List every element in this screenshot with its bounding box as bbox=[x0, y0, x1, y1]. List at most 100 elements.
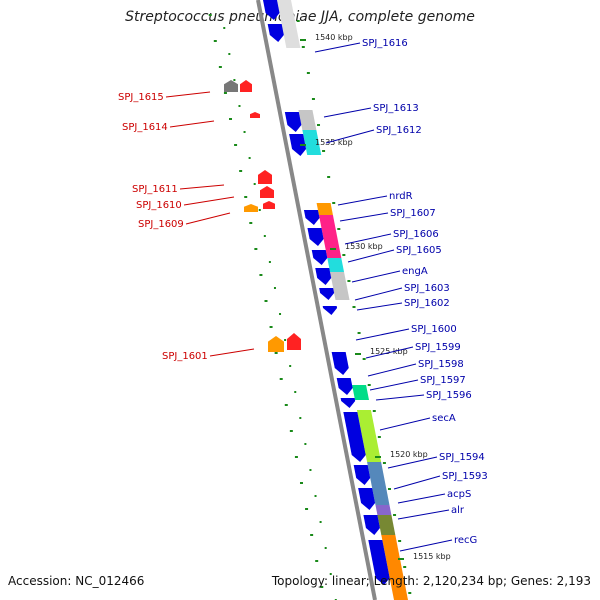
kbp-markers: 1540 kbp 1535 kbp 1530 kbp 1525 kbp 1520 kbp… bbox=[300, 33, 451, 561]
tick-mark bbox=[229, 118, 233, 120]
tick-mark bbox=[315, 560, 319, 562]
tick-mark bbox=[289, 365, 292, 367]
backbone-ticks bbox=[208, 14, 412, 600]
reverse-gene-arrow bbox=[331, 352, 349, 375]
gene-label-right: recG bbox=[454, 535, 477, 546]
gene-label-right: SPJ_1606 bbox=[393, 229, 439, 240]
forward-gene-arrow bbox=[263, 201, 275, 209]
tick-mark bbox=[279, 313, 282, 315]
gene-label-right: nrdR bbox=[389, 191, 413, 202]
kbp-marker-label: 1525 kbp bbox=[370, 347, 408, 356]
forward-gene-arrow bbox=[240, 80, 252, 92]
tick-mark bbox=[305, 508, 309, 510]
gene-label-left: SPJ_1601 bbox=[162, 351, 208, 362]
tick-mark bbox=[234, 144, 238, 146]
forward-gene-arrow bbox=[258, 170, 272, 184]
reverse-gene-arrow bbox=[319, 288, 335, 300]
forward-gene-arrow bbox=[260, 186, 274, 198]
gene-label-right: SPJ_1603 bbox=[404, 283, 450, 294]
label-leader bbox=[183, 196, 235, 206]
label-leader bbox=[387, 456, 438, 469]
tick-mark bbox=[301, 46, 305, 48]
kbp-tick bbox=[330, 248, 336, 250]
reverse-gene-arrow bbox=[307, 228, 324, 246]
map-title: Streptococcus pneumoniae JJA, complete g… bbox=[125, 9, 475, 25]
category-band bbox=[330, 272, 350, 300]
reverse-gene-arrow bbox=[343, 412, 366, 462]
kbp-tick bbox=[355, 353, 361, 355]
gene-label-right: SPJ_1607 bbox=[390, 208, 436, 219]
label-leader bbox=[351, 270, 401, 283]
tick-mark bbox=[258, 209, 261, 211]
reverse-gene-arrow bbox=[289, 134, 307, 156]
tick-mark bbox=[284, 339, 287, 341]
label-leader bbox=[347, 249, 395, 263]
tick-mark bbox=[279, 378, 283, 380]
label-leader bbox=[356, 302, 403, 311]
tick-mark bbox=[244, 196, 248, 198]
label-leader bbox=[354, 287, 403, 301]
label-leader bbox=[367, 363, 417, 377]
category-band bbox=[377, 515, 396, 535]
reverse-gene-arrow bbox=[340, 398, 356, 408]
gene-label-left: SPJ_1611 bbox=[132, 184, 178, 195]
gene-label-right: SPJ_1596 bbox=[426, 390, 472, 401]
label-leader bbox=[337, 195, 388, 206]
gene-label-left: SPJ_1614 bbox=[122, 122, 168, 133]
tick-mark bbox=[243, 131, 246, 133]
reverse-gene-arrow bbox=[363, 515, 380, 535]
tick-mark bbox=[337, 228, 341, 230]
reverse-gene-arrow bbox=[358, 488, 376, 510]
kbp-tick bbox=[300, 39, 306, 41]
gene-label-right: SPJ_1597 bbox=[420, 375, 466, 386]
reverse-gene-arrow bbox=[267, 24, 284, 42]
forward-gene-arrow bbox=[287, 333, 301, 350]
tick-mark bbox=[327, 176, 331, 178]
tick-mark bbox=[269, 326, 273, 328]
label-leader bbox=[209, 348, 255, 357]
tick-mark bbox=[299, 482, 303, 484]
tick-mark bbox=[398, 540, 402, 542]
gene-label-right: SPJ_1593 bbox=[442, 471, 488, 482]
gene-label-right: engA bbox=[402, 266, 428, 277]
tick-mark bbox=[309, 469, 312, 471]
gene-label-right: SPJ_1599 bbox=[415, 342, 461, 353]
category-band bbox=[302, 130, 322, 155]
label-leader bbox=[375, 394, 425, 401]
gene-label-left: SPJ_1615 bbox=[118, 92, 164, 103]
gene-label-right: SPJ_1616 bbox=[362, 38, 408, 49]
category-band bbox=[298, 110, 317, 130]
kbp-tick bbox=[398, 558, 404, 560]
label-leader bbox=[185, 212, 231, 225]
forward-gene-arrow bbox=[250, 112, 260, 118]
tick-mark bbox=[311, 98, 315, 100]
tick-mark bbox=[259, 274, 263, 276]
gene-label-right: SPJ_1605 bbox=[396, 245, 442, 256]
tick-mark bbox=[306, 72, 310, 74]
tick-mark bbox=[296, 20, 300, 22]
category-band bbox=[375, 505, 392, 515]
genome-summary-text: Topology: linear; Length: 2,120,234 bp; … bbox=[271, 574, 591, 588]
kbp-marker-label: 1520 kbp bbox=[390, 450, 428, 459]
reverse-gene-arrow bbox=[315, 268, 332, 285]
gene-glyphs bbox=[224, 0, 390, 585]
kbp-tick bbox=[300, 144, 306, 146]
tick-mark bbox=[213, 40, 217, 42]
tick-mark bbox=[294, 456, 298, 458]
gene-label-right: SPJ_1602 bbox=[404, 298, 450, 309]
kbp-tick bbox=[375, 456, 381, 458]
tick-mark bbox=[347, 280, 351, 282]
tick-mark bbox=[372, 410, 376, 412]
gene-label-right: SPJ_1613 bbox=[373, 103, 419, 114]
tick-mark bbox=[357, 332, 361, 334]
reverse-gene-arrow bbox=[263, 0, 280, 20]
gene-label-right: alr bbox=[451, 505, 465, 516]
gene-labels: SPJ_1615 SPJ_1614 SPJ_1611 SPJ_1610 SPJ_1609… bbox=[118, 38, 488, 546]
tick-mark bbox=[284, 404, 288, 406]
category-band bbox=[316, 203, 333, 215]
category-band bbox=[356, 410, 382, 462]
gene-label-right: secA bbox=[432, 413, 456, 424]
label-leaders bbox=[165, 42, 453, 552]
tick-mark bbox=[332, 202, 336, 204]
